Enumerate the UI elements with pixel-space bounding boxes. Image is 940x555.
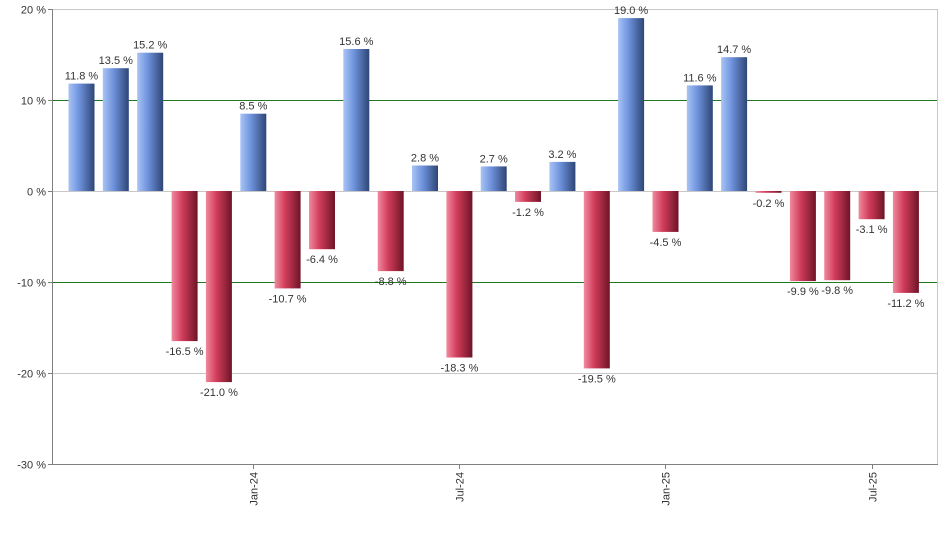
data-label: 15.6 % [339, 36, 373, 48]
bar [686, 85, 713, 191]
data-label: 13.5 % [99, 55, 133, 67]
bar [755, 191, 782, 193]
y-tick-label: -10 % [17, 278, 46, 290]
bar [446, 191, 473, 358]
data-label: 11.8 % [65, 71, 99, 83]
data-label: -16.5 % [166, 346, 204, 358]
y-tick-label: -20 % [17, 369, 46, 381]
bar [171, 191, 198, 342]
bars-layer [68, 18, 919, 383]
bar [377, 191, 404, 272]
y-tick-label: -30 % [17, 460, 46, 472]
data-label: -9.9 % [787, 286, 819, 298]
bar [618, 18, 645, 191]
value-labels-layer: 11.8 %13.5 %15.2 % -16.5 % -21.0 % 8.5 % -10… [65, 5, 925, 399]
bar [205, 191, 232, 383]
data-label: -9.8 % [821, 285, 853, 297]
data-label: 3.2 % [548, 149, 576, 161]
bar [549, 161, 576, 191]
data-label: -18.3 % [440, 363, 478, 375]
bar [824, 191, 851, 281]
bar [789, 191, 816, 282]
data-label: -19.5 % [578, 373, 616, 385]
data-label: 14.7 % [717, 44, 751, 56]
x-tick-label: Jan-24 [249, 472, 261, 506]
bar [583, 191, 610, 369]
bar [480, 166, 507, 191]
data-label: 2.8 % [411, 153, 439, 165]
axis-layer: 20 % 10 % 0 % -10 % -20 % -30 % Jan-24 Jul-24 Ja… [17, 5, 938, 506]
y-tick-label: 0 % [27, 187, 46, 199]
data-label: 19.0 % [614, 5, 648, 17]
x-tick-label: Jul-24 [455, 472, 467, 502]
data-label: 11.6 % [683, 72, 717, 84]
bar [858, 191, 885, 220]
bar [721, 57, 748, 192]
data-label: -6.4 % [306, 254, 338, 266]
x-tick-label: Jul-25 [868, 472, 880, 502]
data-label: 15.2 % [133, 40, 167, 52]
data-label: -8.8 % [375, 276, 407, 288]
data-label: -11.2 % [887, 298, 924, 310]
data-label: -10.7 % [269, 293, 307, 305]
data-label: -3.1 % [856, 224, 888, 236]
bar [102, 68, 129, 191]
bar [892, 191, 919, 293]
bar [343, 49, 370, 191]
bar [652, 191, 679, 232]
data-label: -21.0 % [200, 387, 238, 399]
bar [412, 165, 438, 191]
data-label: -4.5 % [650, 237, 682, 249]
bar [515, 191, 541, 202]
bar [240, 113, 267, 191]
data-label: -0.2 % [753, 198, 785, 210]
y-tick-label: 20 % [21, 5, 46, 17]
x-tick-label: Jan-25 [661, 472, 673, 506]
bar [137, 52, 164, 192]
bar [309, 191, 335, 250]
bar [68, 83, 95, 191]
data-label: -1.2 % [512, 207, 544, 219]
data-label: 2.7 % [480, 153, 508, 165]
y-tick-label: 10 % [21, 96, 46, 108]
data-label: 8.5 % [239, 101, 267, 113]
bar [274, 191, 301, 289]
